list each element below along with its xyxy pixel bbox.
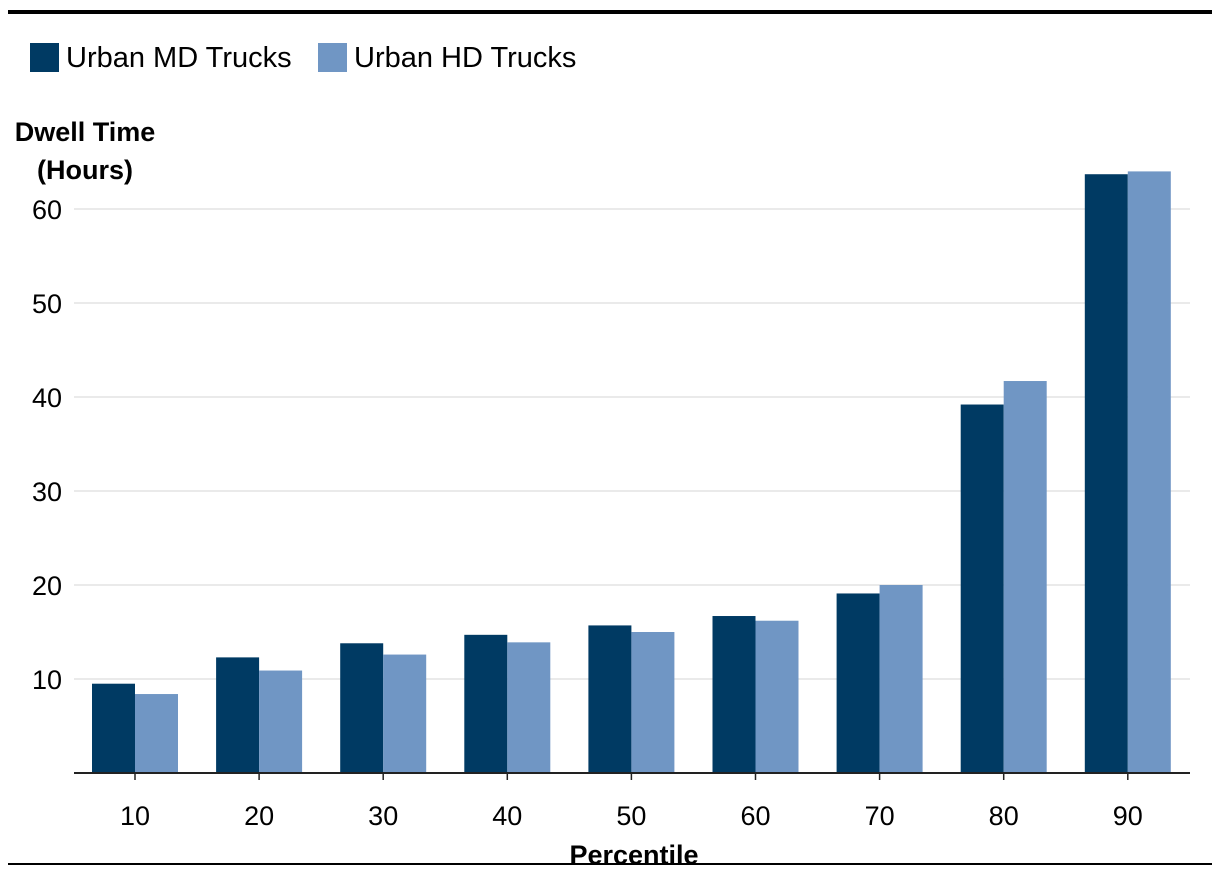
bar-2-10 (135, 694, 178, 773)
y-tick-label-30: 30 (32, 477, 62, 507)
y-tick-label-60: 60 (32, 195, 62, 225)
x-tick-label-60: 60 (740, 801, 770, 831)
bar-2-40 (507, 642, 551, 773)
bar-1-10 (92, 683, 135, 773)
legend-label-1: Urban MD Trucks (66, 42, 292, 74)
bar-1-40 (464, 634, 508, 773)
x-axis-label: Percentile (569, 840, 698, 870)
bar-1-60 (712, 616, 756, 773)
y-axis-ticks: 10 20 30 40 50 60 (32, 195, 62, 695)
bar-2-30 (383, 654, 427, 773)
legend-swatch-1 (30, 43, 59, 72)
x-tick-label-90: 90 (1113, 801, 1143, 831)
bar-2-60 (755, 620, 799, 773)
bar-2-70 (879, 585, 923, 773)
x-tick-label-40: 40 (492, 801, 522, 831)
bars (92, 171, 1171, 774)
x-tick-label-80: 80 (989, 801, 1019, 831)
bar-1-90 (1084, 174, 1128, 774)
x-tick-label-70: 70 (865, 801, 895, 831)
bar-1-80 (960, 404, 1004, 773)
legend: Urban MD Trucks Urban HD Trucks (30, 42, 576, 74)
bar-2-20 (259, 670, 303, 773)
legend-swatch-2 (318, 43, 347, 72)
bar-2-80 (1003, 381, 1047, 773)
legend-label-2: Urban HD Trucks (354, 42, 576, 74)
y-tick-label-40: 40 (32, 383, 62, 413)
x-tick-label-20: 20 (244, 801, 274, 831)
y-tick-label-20: 20 (32, 571, 62, 601)
y-axis-label-line-1: Dwell Time (15, 117, 156, 147)
x-tick-label-50: 50 (616, 801, 646, 831)
x-tick-label-30: 30 (368, 801, 398, 831)
bar-1-50 (588, 625, 632, 773)
bar-2-50 (631, 632, 675, 773)
y-tick-label-50: 50 (32, 289, 62, 319)
bar-1-70 (836, 593, 880, 773)
bar-1-20 (216, 657, 260, 773)
x-axis-ticks: 10 20 30 40 50 60 70 80 90 (120, 773, 1143, 831)
bar-1-30 (340, 643, 384, 773)
x-tick-label-10: 10 (120, 801, 150, 831)
y-axis-label-line-2: (Hours) (37, 155, 133, 185)
y-tick-label-10: 10 (32, 665, 62, 695)
bar-2-90 (1127, 171, 1171, 773)
